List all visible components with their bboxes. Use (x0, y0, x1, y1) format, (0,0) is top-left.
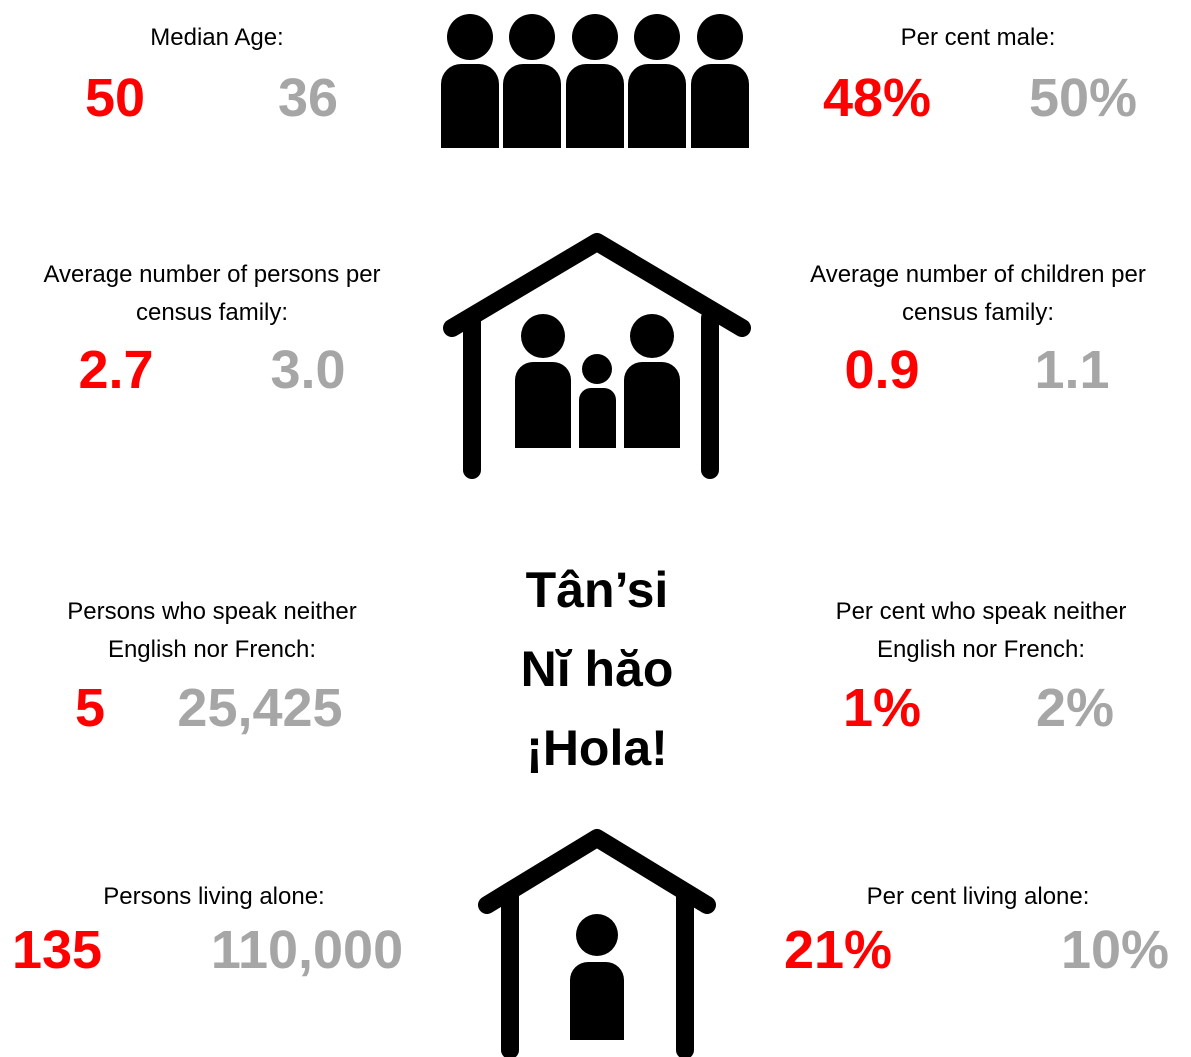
comparison-value: 50% (1028, 68, 1138, 128)
local-value: 0.9 (844, 340, 920, 400)
comparison-value: 10% (1060, 920, 1170, 980)
stat-label: Average number of children per (810, 261, 1146, 288)
stat-label: Persons living alone: (103, 883, 325, 910)
comparison-value: 25,425 (177, 678, 343, 738)
greeting: ¡Hola! (526, 720, 668, 776)
single-house-icon (478, 829, 716, 1057)
stat-label: Per cent male: (900, 24, 1056, 51)
local-value: 135 (11, 920, 103, 980)
group-icon (441, 14, 749, 148)
local-value: 2.7 (78, 340, 154, 400)
local-value: 5 (74, 678, 106, 738)
comparison-value: 2% (1035, 678, 1115, 738)
comparison-value: 1.1 (1034, 340, 1110, 400)
local-value: 1% (842, 678, 922, 738)
stat-label: Median Age: (150, 24, 284, 51)
local-value: 50 (84, 68, 146, 128)
stat-label: census family: (901, 299, 1055, 326)
stat-label: English nor French: (107, 636, 317, 663)
stat-label: English nor French: (876, 636, 1086, 663)
stat-label: census family: (135, 299, 289, 326)
stat-label: Persons who speak neither (67, 598, 357, 625)
stat-label: Per cent who speak neither (835, 598, 1127, 625)
greeting: Nĭ hăo (520, 641, 674, 697)
comparison-value: 110,000 (210, 920, 404, 980)
greeting: Tân’si (525, 562, 669, 618)
comparison-value: 36 (277, 68, 339, 128)
comparison-value: 3.0 (270, 340, 346, 400)
local-value: 21% (783, 920, 893, 980)
local-value: 48% (822, 68, 932, 128)
stat-label: Average number of persons per (43, 261, 381, 288)
stat-label: Per cent living alone: (866, 883, 1090, 910)
family-house-icon (443, 233, 751, 479)
